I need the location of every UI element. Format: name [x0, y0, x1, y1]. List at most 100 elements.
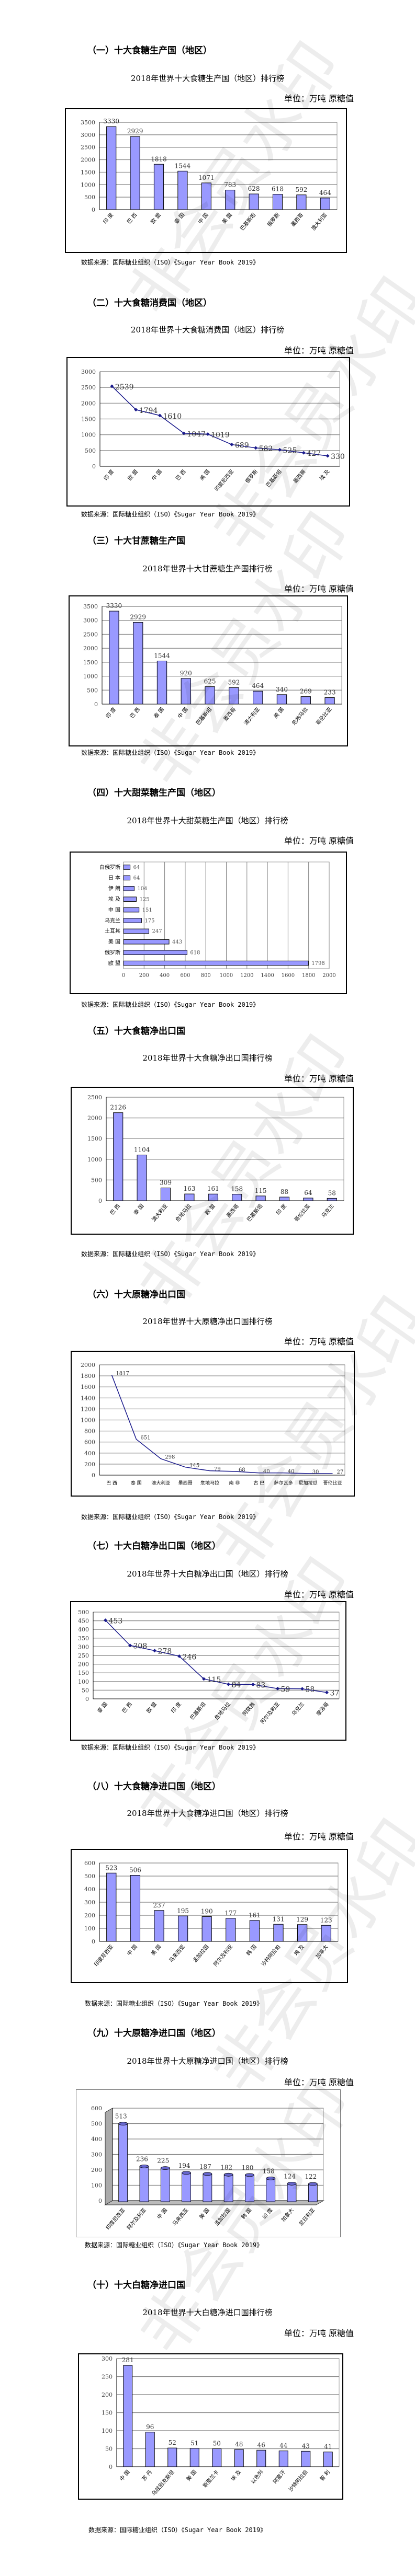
- source-note: 数据来源：国际糖业组织（ISO）《Sugar Year Book 2019》: [81, 749, 260, 756]
- category-label: 墨西哥: [290, 212, 305, 228]
- y-tick-label: 3500: [83, 603, 98, 610]
- category-label: 阿尔及利亚: [259, 1701, 281, 1726]
- data-label: 182: [220, 2164, 232, 2171]
- y-tick-label: 200: [78, 1661, 89, 1668]
- chart-svg: 0 200 400 600 800 1000 1200 1400 1600 1800 2000 巴 西…: [81, 1362, 345, 1486]
- data-label: 3330: [106, 602, 122, 610]
- bar: [130, 1875, 141, 1942]
- category-label: 以色列: [249, 2469, 264, 2485]
- category-label: 墨西哥: [178, 1480, 193, 1486]
- data-label: 1817: [116, 1371, 129, 1376]
- category-label: 俄罗斯: [105, 949, 120, 956]
- y-tick-label: 1000: [81, 432, 96, 439]
- category-label: 泰 国: [96, 1701, 109, 1715]
- cylinder-top: [139, 2164, 149, 2168]
- y-tick-label: 1800: [81, 1373, 95, 1379]
- bar: [123, 886, 134, 891]
- data-point-marker: [326, 454, 330, 458]
- data-label: 122: [305, 2173, 317, 2180]
- data-label: 651: [140, 1435, 150, 1441]
- data-label: 225: [157, 2157, 169, 2165]
- y-tick-label: 0: [98, 2198, 102, 2204]
- data-point-marker: [278, 447, 282, 452]
- section-heading: （八）十大食糖净进口国（地区）: [87, 1781, 221, 1792]
- category-label: 美 国: [149, 1944, 162, 1957]
- unit-label: 单位：万吨 原糖值: [284, 584, 354, 594]
- category-label: 澳大利亚: [242, 706, 261, 727]
- unit-label: 单位：万吨 原糖值: [284, 346, 354, 355]
- chart-svg: 0 500 1000 1500 2000 2500 3000 3500 印 度巴 西泰 国中 国…: [83, 602, 342, 727]
- y-tick-label: 600: [91, 2105, 102, 2112]
- data-label: 64: [133, 865, 140, 870]
- category-label: 孟加拉国: [192, 1944, 210, 1964]
- x-tick-label: 1600: [282, 973, 295, 979]
- category-label: 哥伦比亚: [315, 706, 333, 727]
- data-label: 281: [122, 2356, 134, 2364]
- y-tick-label: 250: [102, 2374, 113, 2380]
- bar: [160, 1188, 171, 1201]
- y-tick-label: 3000: [81, 369, 96, 375]
- category-label: 泰 国: [173, 212, 186, 225]
- cylinder-bar: [266, 2178, 276, 2202]
- y-tick-label: 1500: [81, 169, 95, 176]
- chart-title: 2018年世界十大甜菜糖生产国（地区）排行榜: [127, 816, 288, 825]
- data-label: 783: [224, 181, 236, 189]
- bar: [145, 2432, 155, 2467]
- data-label: 2929: [127, 128, 143, 135]
- bar: [278, 2451, 288, 2467]
- data-label: 124: [284, 2172, 296, 2180]
- data-point-marker: [158, 413, 162, 418]
- data-label: 3330: [103, 118, 119, 125]
- data-label: 298: [165, 1455, 175, 1460]
- data-label: 340: [276, 686, 288, 693]
- data-label: 689: [235, 441, 249, 450]
- data-point-marker: [182, 431, 186, 435]
- category-label: 沙特阿拉伯: [260, 1944, 282, 1968]
- data-label: 269: [300, 688, 312, 695]
- source-note: 数据来源：国际糖业组织（ISO）《Sugar Year Book 2019》: [81, 259, 260, 266]
- category-label: 欧 盟: [145, 1701, 158, 1714]
- data-label: 175: [144, 918, 154, 924]
- data-label: 1794: [139, 407, 158, 415]
- series-line: [105, 1620, 327, 1693]
- cylinder-top: [203, 2172, 212, 2176]
- cylinder-top: [266, 2176, 276, 2180]
- source-note: 数据来源：国际糖业组织（ISO）《Sugar Year Book 2019》: [81, 1250, 260, 1258]
- y-tick-label: 2000: [81, 157, 95, 164]
- data-label: 506: [129, 1867, 141, 1874]
- source-note: 数据来源：国际糖业组织（ISO）《Sugar Year Book 2019》: [81, 1001, 260, 1008]
- unit-label: 单位：万吨 原糖值: [284, 1590, 354, 1600]
- y-tick-label: 400: [78, 1626, 89, 1633]
- chart-frame: 0 500 1000 1500 2000 2500 巴 西泰 国澳大利亚 危地马拉欧 盟墨西哥…: [71, 1087, 354, 1235]
- chart-title: 2018年世界十大食糖净出口国排行榜: [142, 1053, 273, 1063]
- bar: [256, 2450, 266, 2467]
- data-label: 30: [312, 1469, 319, 1475]
- category-label: 阿尔及利亚: [212, 1944, 234, 1968]
- y-tick-label: 800: [84, 1428, 95, 1435]
- source-note: 数据来源：国际糖业组织（ISO）《Sugar Year Book 2019》: [85, 2241, 263, 2249]
- category-label: 中 国: [150, 468, 163, 482]
- bar: [123, 2365, 133, 2467]
- bar: [201, 182, 211, 210]
- bar: [123, 928, 150, 934]
- y-tick-label: 400: [84, 1886, 95, 1893]
- bar: [255, 1195, 266, 1201]
- data-label: 37: [330, 1689, 340, 1698]
- bar: [167, 2447, 177, 2467]
- y-tick-label: 200: [84, 1461, 95, 1468]
- chart-svg: 0 50 100 150 200 250 300 中 国苏 丹乌兹别克斯坦美 国斯里兰卡埃 及…: [102, 2355, 340, 2497]
- y-tick-label: 300: [84, 1899, 95, 1906]
- x-tick-label: 1000: [220, 973, 233, 979]
- chart-svg: 0 100 200 300 400 500 600 印度尼西亚中 国美 国马来西亚 孟加拉国 阿尔…: [84, 1860, 339, 1968]
- category-label: 乌兹别克斯坦: [150, 2469, 176, 2497]
- bar: [208, 1193, 218, 1201]
- data-label: 525: [283, 446, 297, 455]
- data-point-marker: [104, 1618, 107, 1623]
- chart-frame: 0 200 400 600 800 1000 1200 1400 1600 1800 2000 白俄罗…: [70, 852, 347, 994]
- chart-frame: 0 500 1000 1500 2000 2500 3000 3500 印 度巴 西欧 盟泰 国…: [65, 108, 347, 253]
- bar: [324, 697, 335, 705]
- data-label: 195: [177, 1907, 189, 1914]
- data-label: 464: [319, 189, 331, 197]
- category-label: 欧 盟: [108, 960, 120, 967]
- data-label: 129: [296, 1916, 308, 1923]
